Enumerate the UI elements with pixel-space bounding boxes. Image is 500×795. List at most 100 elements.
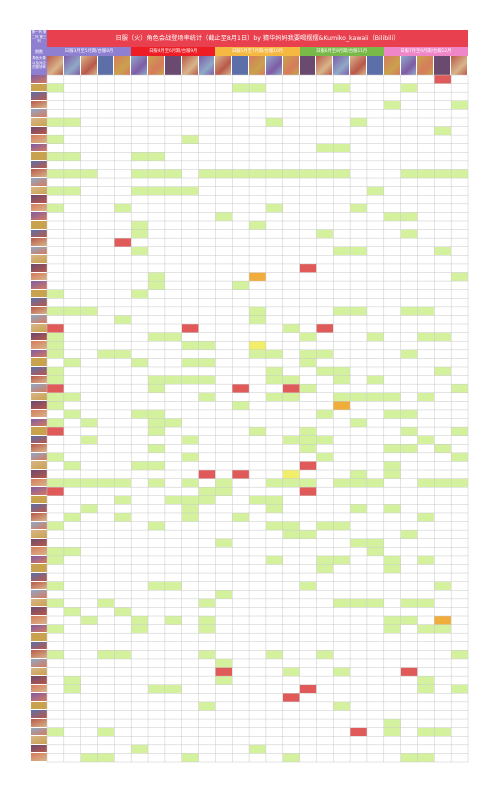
- heatmap-cell: [366, 598, 384, 608]
- character-avatar: [31, 238, 47, 247]
- heatmap-cell: [63, 306, 81, 316]
- heatmap-cell: [383, 504, 401, 513]
- heatmap-cell: [148, 521, 165, 531]
- heatmap-cell: [265, 478, 283, 488]
- character-avatar: [31, 590, 47, 599]
- heatmap-cell: [282, 375, 300, 385]
- heatmap-cell: [47, 392, 64, 402]
- heatmap-cell: [282, 693, 300, 702]
- heatmap-cell: [114, 203, 132, 213]
- corner-header-avatar: 角色头像 以及对应 的登场率: [31, 56, 47, 75]
- heatmap-cell: [282, 470, 300, 479]
- heatmap-cell: [63, 117, 81, 127]
- heatmap-cell: [63, 409, 81, 419]
- heatmap-cell: [400, 169, 418, 179]
- heatmap-cell: [366, 392, 384, 402]
- portrait-thumbnail: [164, 56, 182, 75]
- heatmap-cell: [451, 169, 468, 179]
- heatmap-cell: [400, 306, 418, 316]
- character-avatar: [31, 641, 47, 651]
- heatmap-cell: [131, 186, 149, 196]
- heatmap-cell: [80, 435, 98, 445]
- heatmap-cell: [299, 169, 317, 179]
- heatmap-cell: [63, 152, 81, 161]
- heatmap-cell: [198, 358, 216, 367]
- heatmap-cell: [333, 143, 351, 153]
- heatmap-cell: [63, 186, 81, 196]
- heatmap-cell: [316, 452, 334, 462]
- character-avatar: [31, 727, 47, 737]
- heatmap-cell: [97, 478, 115, 488]
- heatmap-cell: [383, 564, 401, 574]
- heatmap-cell: [47, 555, 64, 565]
- portrait-thumbnail: [400, 56, 418, 75]
- heatmap-cell: [63, 392, 81, 402]
- character-avatar: [31, 409, 47, 419]
- character-avatar: [31, 255, 47, 264]
- heatmap-cell: [316, 435, 334, 445]
- heatmap-cell: [434, 332, 452, 342]
- character-avatar: [31, 281, 47, 290]
- portrait-thumbnail: [198, 56, 216, 75]
- character-avatar: [31, 701, 47, 711]
- heatmap-cell: [249, 427, 266, 436]
- portrait-thumbnail: [299, 56, 317, 75]
- heatmap-cell: [215, 667, 233, 677]
- character-avatar: [31, 418, 47, 428]
- character-avatar: [31, 220, 47, 230]
- heatmap-cell: [148, 169, 165, 179]
- character-avatar: [31, 83, 47, 93]
- heatmap-cell: [451, 384, 468, 393]
- heatmap-cell: [249, 306, 266, 316]
- heatmap-cell: [131, 152, 149, 161]
- heatmap-cell: [417, 676, 435, 685]
- heatmap-cell: [249, 315, 266, 325]
- heatmap-cell: [366, 186, 384, 196]
- heatmap-cell: [47, 366, 64, 376]
- character-avatar: [31, 470, 47, 479]
- heatmap-cell: [417, 512, 435, 522]
- heatmap-cell: [249, 169, 266, 179]
- heatmap-cell: [131, 229, 149, 239]
- heatmap-cell: [451, 478, 468, 488]
- heatmap-cell: [47, 650, 64, 659]
- heatmap-cell: [350, 478, 367, 488]
- heatmap-cell: [249, 272, 266, 282]
- heatmap-cell: [215, 658, 233, 668]
- heatmap-cell: [181, 504, 199, 513]
- portrait-thumbnail: [316, 56, 334, 75]
- heatmap-cell: [451, 452, 468, 462]
- period-header-3: 日服5月至7月期/台服10月: [215, 47, 300, 56]
- character-avatar: [31, 547, 47, 556]
- heatmap-cell: [215, 487, 233, 496]
- heatmap-cell: [164, 616, 182, 625]
- heatmap-cell: [366, 478, 384, 488]
- heatmap-cell: [114, 607, 132, 617]
- heatmap-cell: [131, 358, 149, 367]
- chart-title: 日服（火）角色会战登场率统计（截止至8月1日）by 猜华妈妈我要喝摆摆&Kumi…: [47, 30, 468, 47]
- heatmap-cell: [80, 616, 98, 625]
- heatmap-cell: [400, 444, 418, 453]
- heatmap-cell: [148, 409, 165, 419]
- heatmap-cell: [47, 83, 64, 93]
- heatmap-cell: [299, 444, 317, 453]
- heatmap-cell: [80, 418, 98, 428]
- heatmap-cell: [417, 684, 435, 694]
- heatmap-cell: [249, 495, 266, 505]
- character-avatar: [31, 178, 47, 187]
- heatmap-cell: [164, 418, 182, 428]
- heatmap-cell: [299, 435, 317, 445]
- heatmap-cell: [47, 624, 64, 634]
- heatmap-cell: [97, 349, 115, 359]
- heatmap-cell: [114, 650, 132, 659]
- portrait-thumbnail: [282, 56, 300, 75]
- heatmap-cell: [181, 375, 199, 385]
- heatmap-cell: [232, 470, 250, 479]
- heatmap-cell: [97, 753, 115, 762]
- heatmap-cell: [316, 409, 334, 419]
- heatmap-cell: [333, 366, 351, 376]
- character-avatar: [31, 753, 47, 762]
- portrait-thumbnail: [417, 56, 435, 75]
- heatmap-cell: [299, 263, 317, 273]
- heatmap-cell: [215, 478, 233, 488]
